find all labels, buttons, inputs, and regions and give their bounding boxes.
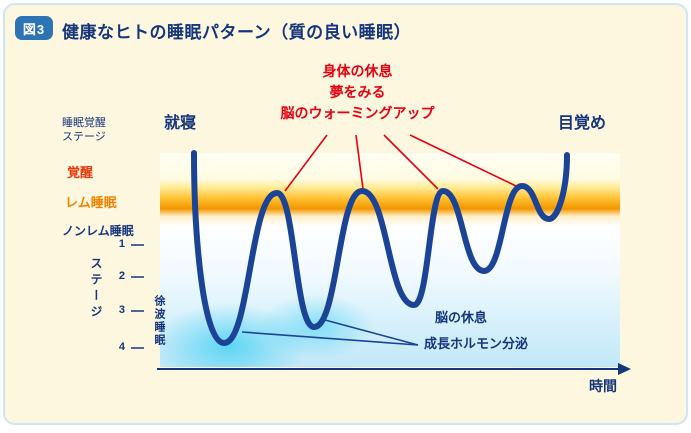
y-axis-header-line1: 睡眠覚醒	[62, 117, 106, 129]
figure-card: 図3 健康なヒトの睡眠パターン（質の良い睡眠） 身体の休息 夢をみる 脳のウォー…	[3, 3, 688, 425]
rem-annotation-line-body-rest: 身体の休息	[322, 63, 393, 79]
hypnogram-plot-area	[160, 153, 620, 367]
rem-annotation-block: 身体の休息 夢をみる 脳のウォーミングアップ	[235, 61, 480, 124]
rem-annotation-line-brain-warmup: 脳のウォーミングアップ	[280, 105, 435, 121]
wake-stage-label: 覚醒	[67, 165, 94, 180]
figure-number-label: 図3	[22, 21, 46, 37]
stage-3-tick-label: 3	[118, 304, 125, 316]
figure-title: 健康なヒトの睡眠パターン（質の良い睡眠）	[62, 23, 412, 42]
bedtime-label: 就寝	[164, 115, 197, 132]
stage-axis-vertical-label: ステージ	[89, 257, 103, 321]
brain-rest-annotation: 脳の休息	[435, 310, 488, 325]
stage-4-tick-label: 4	[118, 341, 125, 353]
rem-stage-label: レム睡眠	[65, 195, 117, 210]
stage-2-tick-label: 2	[118, 270, 125, 282]
stage-tick-marks	[131, 244, 144, 349]
rem-annotation-line-dreaming: 夢をみる	[329, 84, 386, 100]
wakeup-label: 目覚め	[558, 115, 607, 132]
y-axis-header-line2: ステージ	[62, 131, 106, 143]
y-axis-header: 睡眠覚醒 ステージ	[62, 116, 106, 144]
nonrem-stage-label: ノンレム睡眠	[62, 224, 134, 238]
slow-wave-sleep-vertical-label: 徐波睡眠	[153, 295, 165, 347]
growth-hormone-annotation: 成長ホルモン分泌	[424, 336, 529, 351]
time-axis-label: 時間	[589, 378, 617, 394]
stage-1-tick-label: 1	[118, 238, 125, 250]
figure-number-badge: 図3	[15, 16, 53, 40]
